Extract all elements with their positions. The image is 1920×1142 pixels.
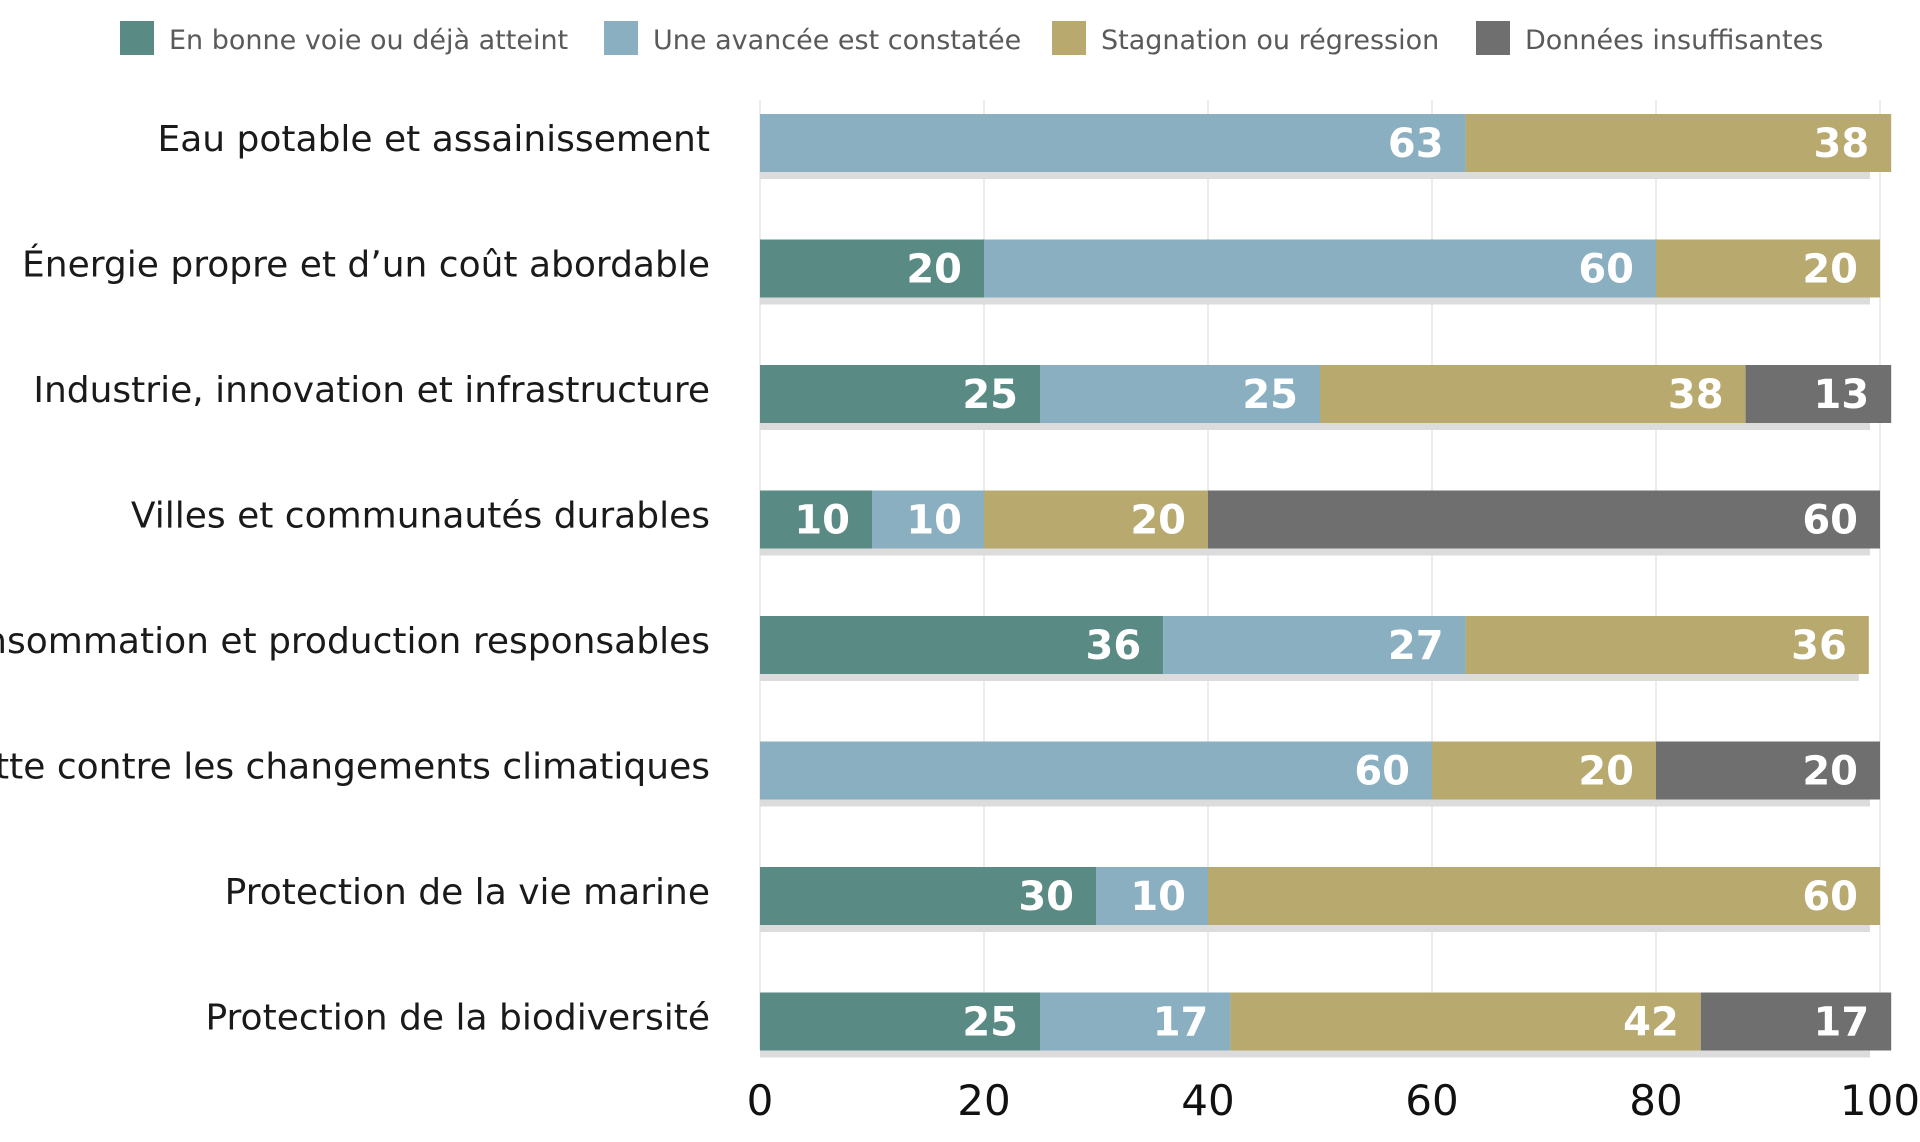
legend-label: En bonne voie ou déjà atteint (169, 25, 568, 56)
data-label: 60 (1578, 247, 1634, 293)
legend-swatch (1052, 21, 1086, 55)
category-label: Énergie propre et d’un coût abordable (22, 244, 710, 286)
category-label: Consommation et production responsables (0, 621, 710, 662)
bar-shadow (760, 423, 1870, 430)
category-label: Villes et communautés durables (131, 496, 710, 537)
legend-swatch (120, 21, 154, 55)
x-tick-label: 20 (957, 1076, 1010, 1125)
bar-segment (760, 239, 984, 298)
data-label: 38 (1668, 372, 1724, 418)
bar-segment (1656, 239, 1880, 298)
x-tick-label: 60 (1405, 1076, 1458, 1125)
data-label: 27 (1388, 623, 1444, 669)
category-label: Industrie, innovation et infrastructure (33, 370, 710, 411)
bar-segment (1465, 616, 1869, 674)
bar-segment (1656, 741, 1880, 800)
legend-label: Stagnation ou régression (1101, 25, 1439, 56)
bar-segment (1096, 867, 1208, 925)
bar-segment (760, 490, 872, 549)
category-label: Lutte contre les changements climatiques (0, 747, 710, 788)
bar-segment (760, 114, 1466, 172)
category-label: Protection de la vie marine (225, 872, 710, 913)
bar-segment (760, 992, 1040, 1051)
legend-item: En bonne voie ou déjà atteint (120, 21, 568, 56)
bar-shadow (760, 799, 1870, 807)
data-label: 10 (1130, 874, 1186, 920)
bar-segment (1320, 365, 1746, 423)
data-label: 20 (1802, 749, 1858, 795)
bar-segment (1745, 365, 1892, 423)
legend-item: Stagnation ou régression (1052, 21, 1439, 56)
category-labels: Eau potable et assainissement Énergie pro… (0, 119, 710, 1039)
data-label: 42 (1623, 1000, 1679, 1046)
x-tick-label: 0 (747, 1076, 774, 1125)
data-label: 63 (1388, 121, 1444, 167)
bar-segment (760, 741, 1432, 800)
data-label: 17 (1153, 1000, 1209, 1046)
data-label: 20 (1802, 247, 1858, 293)
bar-segment (760, 867, 1096, 925)
legend-swatch (1476, 21, 1510, 55)
bar-shadow (760, 1050, 1870, 1058)
legend-swatch (604, 21, 638, 55)
data-label: 38 (1814, 121, 1870, 167)
x-tick-label: 100 (1840, 1076, 1920, 1125)
bar-segment (1040, 365, 1320, 423)
data-label: 13 (1814, 372, 1870, 418)
bar-shadow (760, 674, 1859, 681)
bar-segment (760, 616, 1164, 674)
bar-segment (872, 490, 984, 549)
data-label: 10 (906, 498, 962, 544)
data-label: 36 (1791, 623, 1847, 669)
x-tick-label: 80 (1629, 1076, 1682, 1125)
bars: 63 38 20 60 20 25 25 38 13 10 10 20 60 36 27 36 60 20 20 30… (760, 114, 1892, 1058)
legend-label: Données insuffisantes (1525, 25, 1823, 56)
bar-segment (1163, 616, 1466, 674)
data-label: 25 (962, 372, 1018, 418)
data-label: 25 (1242, 372, 1298, 418)
bar-segment (984, 490, 1208, 549)
data-label: 60 (1802, 874, 1858, 920)
legend-item: Une avancée est constatée (604, 21, 1021, 56)
bar-shadow (760, 548, 1870, 556)
bar-shadow (760, 297, 1870, 305)
data-label: 17 (1814, 1000, 1870, 1046)
data-label: 36 (1086, 623, 1142, 669)
bar-segment (1465, 114, 1892, 172)
data-label: 30 (1018, 874, 1074, 920)
data-label: 20 (1130, 498, 1186, 544)
bar-segment (1208, 867, 1880, 925)
x-axis-ticks: 0 20 40 60 80 100 (747, 1076, 1920, 1125)
bar-shadow (760, 172, 1870, 179)
x-tick-label: 40 (1181, 1076, 1234, 1125)
bar-shadow (760, 925, 1870, 932)
bar-segment (984, 239, 1656, 298)
bar-segment (760, 365, 1040, 423)
bar-segment (1230, 992, 1701, 1051)
data-label: 60 (1354, 749, 1410, 795)
bar-segment (1208, 490, 1880, 549)
bar-segment (1040, 992, 1231, 1051)
bar-segment (1700, 992, 1892, 1051)
data-label: 20 (1578, 749, 1634, 795)
category-label: Eau potable et assainissement (157, 119, 710, 160)
legend: En bonne voie ou déjà atteint Une avancée… (120, 21, 1823, 56)
data-label: 20 (906, 247, 962, 293)
data-label: 25 (962, 1000, 1018, 1046)
legend-item: Données insuffisantes (1476, 21, 1823, 56)
bar-segment (1432, 741, 1656, 800)
category-label: Protection de la biodiversité (205, 998, 710, 1039)
data-label: 60 (1802, 498, 1858, 544)
legend-label: Une avancée est constatée (653, 25, 1021, 56)
data-label: 10 (794, 498, 850, 544)
